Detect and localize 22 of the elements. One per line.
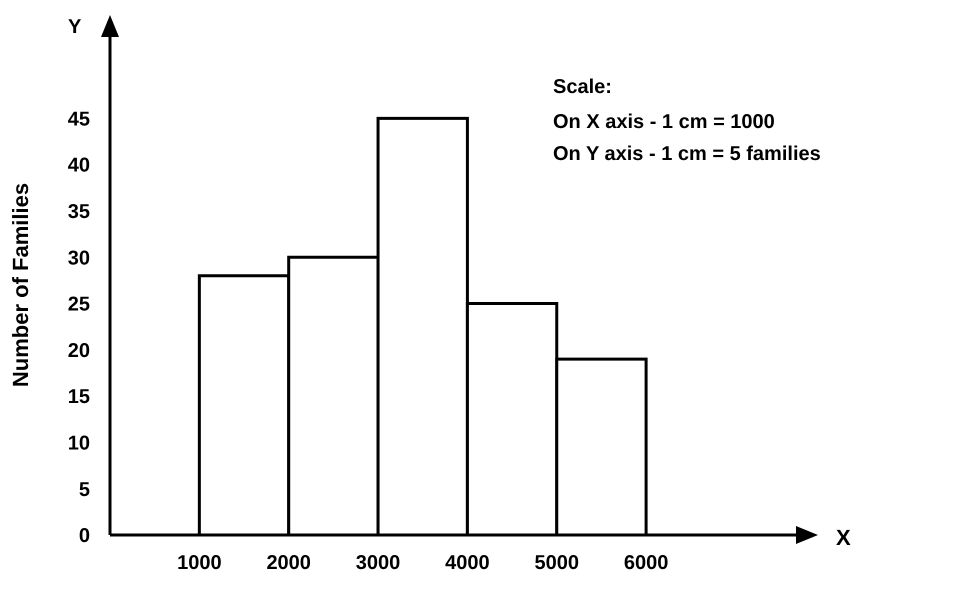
y-tick-label: 5	[78, 478, 90, 501]
x-tick-label: 1000	[177, 552, 222, 574]
text: Y	[68, 16, 82, 38]
x-axis-title: X	[836, 525, 851, 550]
y-tick-label: 10	[68, 432, 90, 455]
y-tick-label: 30	[68, 247, 90, 270]
y-tick-label: 35	[68, 201, 90, 224]
annotation: On Y axis - 1 cm = 5 families	[553, 143, 821, 165]
y-tick-label: 45	[68, 108, 90, 130]
y-tick-label: 25	[68, 294, 90, 316]
x-tick-label: 5000	[534, 552, 580, 574]
x-tick-label: 6000	[624, 552, 668, 574]
y-tick-label: 40	[68, 154, 90, 177]
annotation: On X axis - 1 cm = 1000	[553, 111, 775, 133]
y-axis-title: Number of Families	[8, 182, 33, 388]
annotation: Scale:	[553, 76, 612, 98]
y-tick-label: 0	[78, 525, 90, 548]
x-tick-label: 2000	[266, 552, 311, 574]
x-tick-label: 3000	[356, 552, 400, 574]
y-tick-label: 15	[68, 386, 90, 408]
x-tick-label: 4000	[445, 552, 490, 574]
y-tick-label: 20	[68, 340, 90, 362]
